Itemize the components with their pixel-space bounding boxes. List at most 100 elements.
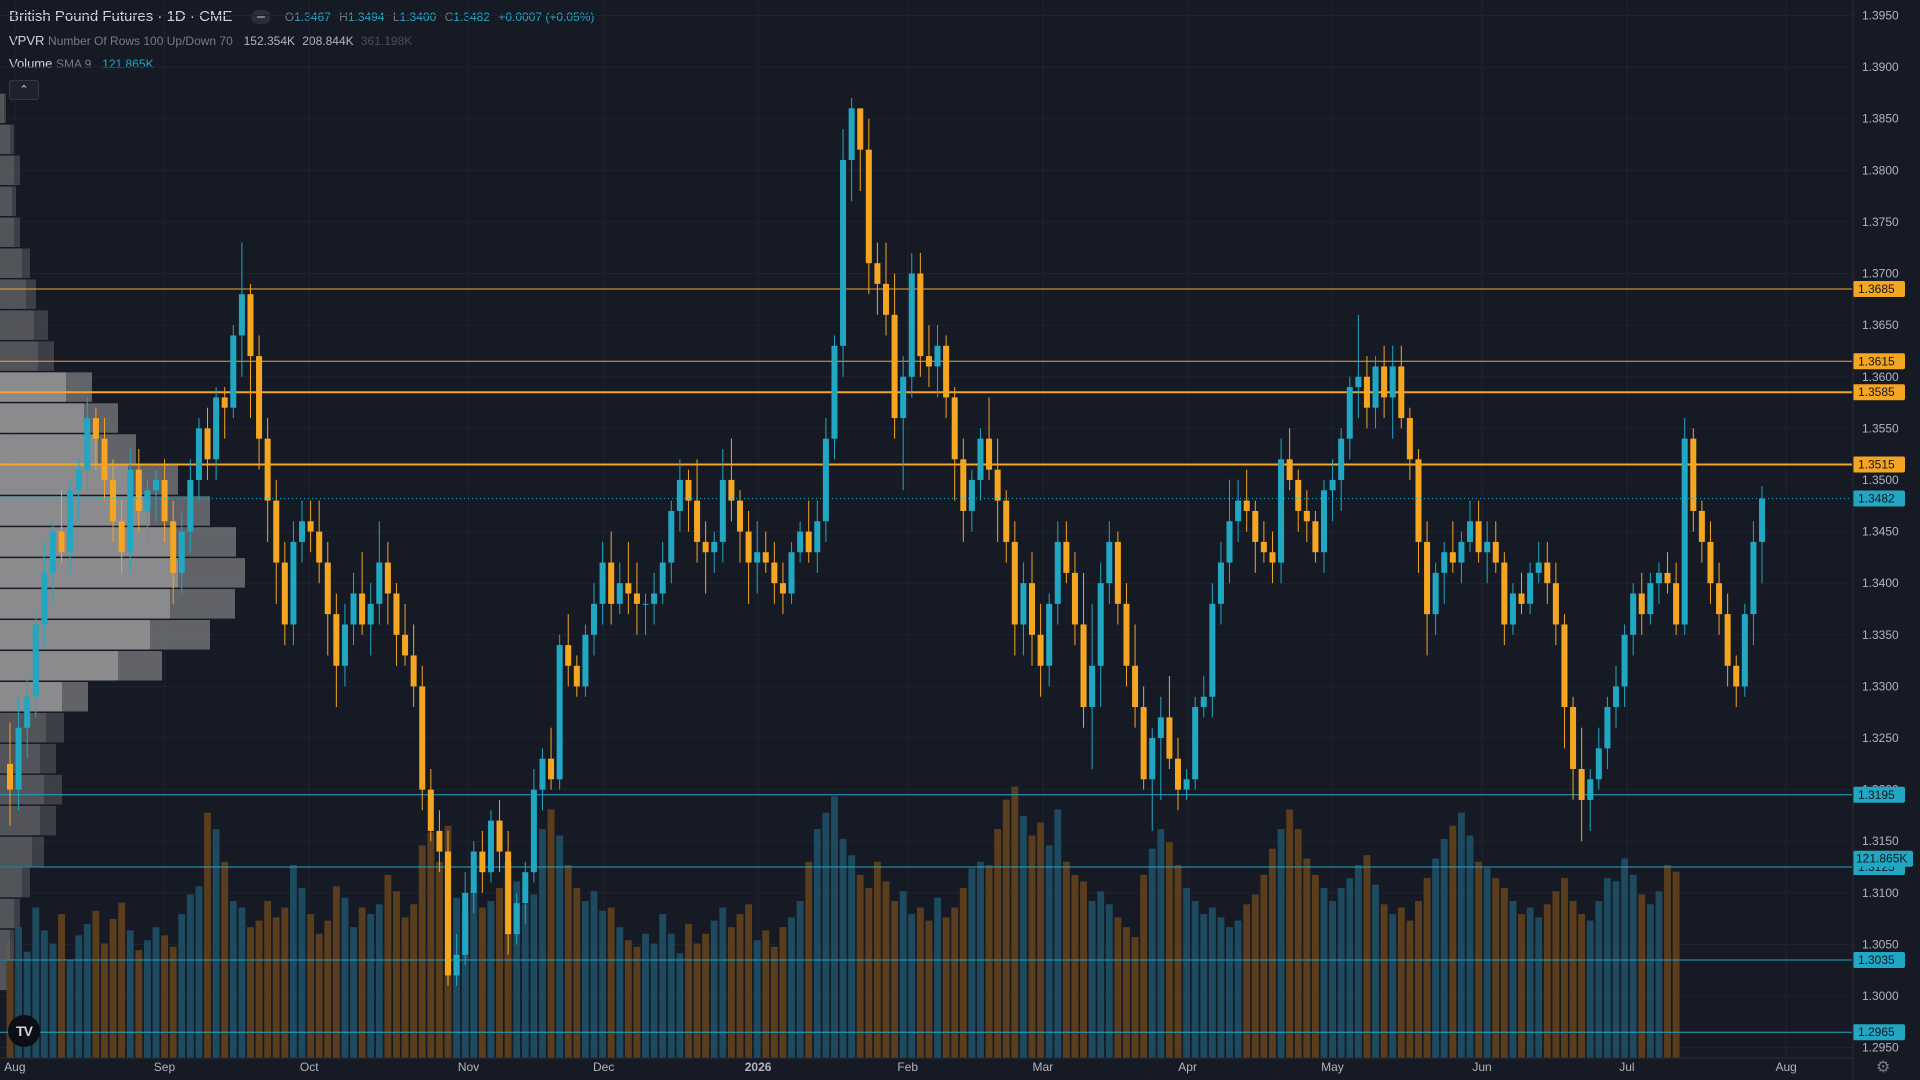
volume-bar xyxy=(169,946,177,1058)
volume-bar xyxy=(1277,829,1285,1058)
candle-body xyxy=(1698,510,1705,542)
candle-body xyxy=(762,552,769,563)
candle-body xyxy=(1655,572,1662,584)
candle-body xyxy=(135,469,142,511)
volume-profile-bar-down xyxy=(44,774,62,805)
level-price-label-background xyxy=(1853,281,1905,298)
volume-bar xyxy=(1105,904,1113,1058)
volume-bar xyxy=(1586,920,1594,1058)
level-price-label: 1.3125 xyxy=(1858,860,1895,874)
volume-bar xyxy=(624,940,632,1058)
candle-body xyxy=(32,624,39,697)
vpvr-legend[interactable]: VPVR Number Of Rows 100 Up/Down 70 152.3… xyxy=(9,33,412,48)
candle-body xyxy=(1475,521,1482,553)
volume-bar xyxy=(1226,927,1233,1058)
volume-bar xyxy=(487,901,495,1058)
volume-bar xyxy=(788,917,795,1058)
collapse-legend-button[interactable]: ⌃ xyxy=(9,80,39,100)
price-tick-label: 1.3650 xyxy=(1862,318,1899,332)
volume-bar xyxy=(1646,904,1654,1058)
volume-bar xyxy=(1123,927,1130,1058)
candle-body xyxy=(1544,562,1551,584)
candle-body xyxy=(1552,583,1559,625)
candle-body xyxy=(6,763,14,790)
volume-bar xyxy=(1320,887,1328,1058)
candle-body xyxy=(882,283,890,315)
volume-bar xyxy=(1208,907,1216,1058)
volume-profile-bar-up xyxy=(0,310,34,340)
volume-bar xyxy=(375,904,383,1058)
volume-bar xyxy=(1561,878,1568,1058)
candle-body xyxy=(178,531,185,573)
price-tick-label: 1.3450 xyxy=(1862,525,1899,539)
candle-body xyxy=(402,634,409,656)
price-tick-label: 1.3200 xyxy=(1862,783,1899,797)
volume-bar xyxy=(925,920,933,1058)
volume-bar xyxy=(66,959,74,1058)
candle-body xyxy=(582,634,589,687)
volume-bar xyxy=(977,861,984,1058)
candle-body xyxy=(453,954,460,976)
volume-bar xyxy=(642,933,649,1058)
candle-body xyxy=(608,562,615,604)
volume-bar xyxy=(1269,848,1276,1058)
candle-body xyxy=(350,593,357,625)
tradingview-logo[interactable]: TV xyxy=(8,1015,40,1047)
candle-body xyxy=(230,335,237,408)
candle-body xyxy=(986,438,993,470)
volume-bar xyxy=(1440,838,1448,1058)
candle-body xyxy=(1673,583,1680,625)
volume-profile-bar-down xyxy=(178,558,245,588)
price-tick-label: 1.3250 xyxy=(1862,731,1899,745)
symbol-title[interactable]: British Pound Futures · 1D · CME xyxy=(9,8,233,25)
volume-bar xyxy=(753,940,761,1058)
volume-bar xyxy=(573,887,581,1058)
price-tick-label: 1.3950 xyxy=(1862,8,1899,22)
volume-bar xyxy=(1028,835,1036,1058)
volume-profile-bar-down xyxy=(12,186,16,217)
price-tick-label: 1.3850 xyxy=(1862,112,1899,126)
candle-body xyxy=(1441,552,1448,573)
candle-body xyxy=(1003,500,1010,542)
candle-body xyxy=(1278,459,1285,563)
candle-body xyxy=(118,521,125,553)
volume-profile-bar-up xyxy=(0,403,84,433)
level-price-label-background xyxy=(1853,1024,1905,1041)
volume-bar xyxy=(152,927,160,1058)
candle-body xyxy=(960,459,967,511)
candle-body xyxy=(264,438,271,501)
level-price-label: 1.3685 xyxy=(1858,282,1895,296)
candle-body xyxy=(1020,583,1027,625)
candle-body xyxy=(1320,490,1328,553)
volume-legend[interactable]: Volume SMA 9 121.865K xyxy=(9,56,154,71)
visibility-toggle-icon[interactable] xyxy=(250,10,271,25)
candle-body xyxy=(41,572,48,625)
volume-bar xyxy=(1002,799,1010,1058)
volume-bar xyxy=(1578,914,1586,1058)
volume-bar xyxy=(719,907,727,1058)
candle-body xyxy=(736,500,744,532)
volume-bar xyxy=(659,914,667,1058)
vpvr-up-value: 152.354K xyxy=(243,34,296,48)
candle-body xyxy=(917,273,924,357)
candle-body xyxy=(548,758,555,780)
candle-body xyxy=(393,593,400,635)
volume-bar xyxy=(1157,829,1165,1058)
gear-icon[interactable]: ⚙ xyxy=(1876,1059,1891,1076)
candle-body xyxy=(1630,593,1637,635)
volume-profile-bar-down xyxy=(6,960,8,991)
volume-profile-bar-up xyxy=(0,372,66,402)
volume-bar xyxy=(92,910,100,1058)
volume-profile-bar-down xyxy=(98,434,136,464)
volume-bar xyxy=(49,943,57,1058)
candle-body xyxy=(857,108,864,150)
volume-bar xyxy=(1543,904,1551,1058)
volume-bar xyxy=(951,907,959,1058)
volume-profile-bar-up xyxy=(0,681,62,712)
volume-bar xyxy=(1191,901,1199,1058)
volume-bar xyxy=(186,894,194,1058)
volume-bar xyxy=(1045,845,1053,1058)
candle-body xyxy=(1681,438,1688,625)
volume-bar xyxy=(470,891,478,1058)
